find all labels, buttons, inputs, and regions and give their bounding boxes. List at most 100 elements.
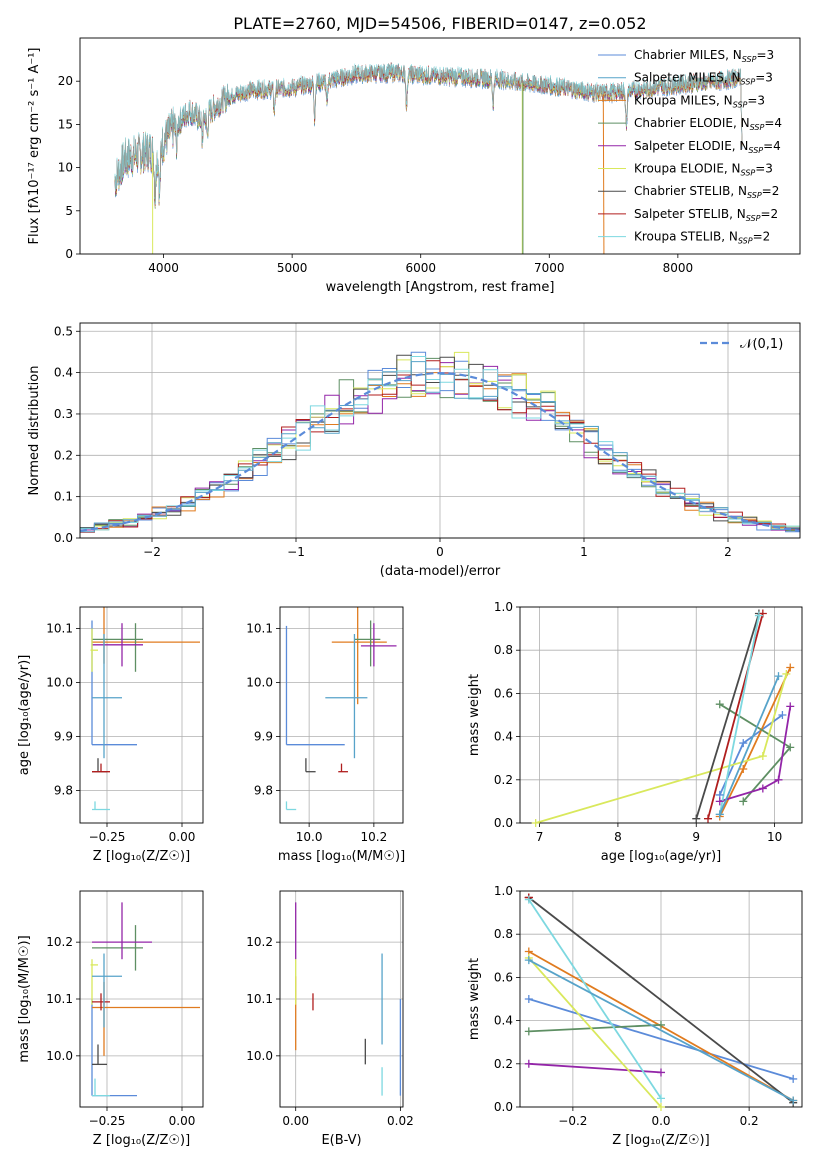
weights-series-chabrier-stelib — [528, 896, 794, 1104]
weights-z-xtick-label: −0.2 — [558, 1114, 587, 1128]
spectrum-plot-area — [114, 62, 743, 254]
legend-label-count: =3 — [747, 93, 765, 107]
legend-label: Kroupa MILES, NSSP=3 — [634, 93, 765, 109]
z-age-ytick-label: 10.1 — [46, 622, 73, 636]
ebv-mass-ytick-label: 10.2 — [246, 935, 273, 949]
mass-age-xtick-label: 10.2 — [361, 830, 388, 844]
weights-series-chabrier-elodie-marker — [715, 700, 724, 709]
weights-age-panel: 7 8 9 10 0.0 0.2 0.4 0.6 0.8 1.0 age [log₁₀(age/yr… — [467, 600, 803, 864]
weights-age-ylabel: mass weight — [467, 674, 482, 756]
legend-label-sub: SSP — [750, 123, 765, 132]
weights-age-plot-area — [535, 613, 792, 823]
weights-series-kroupa-stelib — [718, 615, 760, 815]
z-mass-xtick-label: −0.25 — [89, 1114, 126, 1128]
legend-label: Kroupa STELIB, NSSP=2 — [634, 230, 770, 246]
weights-series-salpeter-elodie-marker — [774, 775, 783, 784]
weights-series-salpeter-elodie-marker — [786, 702, 795, 711]
weights-series-kroupa-stelib-marker — [657, 1094, 665, 1103]
residual-hist-salpeter-miles — [80, 361, 800, 533]
residuals-panel: −2 −1 0 1 2 0.0 0.1 0.2 0.3 0.4 0.5 (data-model)/er… — [27, 322, 801, 579]
weights-age-ytick-label: 0.4 — [494, 730, 513, 744]
z-age-frame — [79, 606, 204, 824]
mass-age-ytick-label: 10.0 — [246, 676, 273, 690]
legend-label: Chabrier MILES, NSSP=3 — [634, 48, 774, 64]
weights-series-salpeter-elodie — [528, 1062, 662, 1074]
weights-age-xlabel: age [log₁₀(age/yr)] — [601, 849, 722, 864]
weights-age-ytick-label: 0.6 — [494, 686, 513, 700]
residuals-xtick-label: 0 — [436, 545, 444, 559]
spectrum-ytick-label: 10 — [58, 161, 73, 175]
residuals-xtick-label: −1 — [287, 545, 305, 559]
weights-z-ytick-label: 0.0 — [494, 1100, 513, 1114]
weights-series-chabrier-stelib-marker — [692, 814, 701, 823]
mass-age-ytick-label: 10.1 — [246, 622, 273, 636]
legend-label: 𝒩(0,1) — [740, 337, 783, 352]
ebv-mass-frame — [279, 890, 404, 1108]
weights-age-ytick-label: 0.8 — [494, 643, 513, 657]
normal-curve — [80, 371, 800, 532]
legend-label: Salpeter ELODIE, NSSP=4 — [634, 139, 781, 155]
weights-series-chabrier-miles — [528, 998, 794, 1080]
weights-series-salpeter-miles — [718, 675, 780, 815]
spectrum-xtick-label: 7000 — [534, 261, 565, 275]
legend-label-count: =3 — [755, 162, 773, 176]
legend-label-sub: SSP — [742, 55, 757, 64]
legend-label: Chabrier STELIB, NSSP=2 — [634, 184, 779, 200]
weights-series-salpeter-miles-marker — [715, 810, 724, 819]
legend-label-count: =4 — [763, 139, 781, 153]
legend-label-count: =2 — [753, 230, 771, 244]
spectrum-ylabel: Flux [fλ10⁻¹⁷ erg cm⁻² s⁻¹ A⁻¹] — [27, 48, 42, 245]
z-age-xlabel: Z [log₁₀(Z/Z☉)] — [93, 849, 190, 864]
weights-z-plot-area — [528, 896, 794, 1107]
z-age-xtick-label: 0.00 — [169, 830, 196, 844]
residuals-frame — [79, 322, 801, 539]
weights-series-kroupa-stelib-marker — [524, 895, 533, 904]
mass-age-ytick-label: 9.8 — [254, 784, 273, 798]
z-mass-xlabel: Z [log₁₀(Z/Z☉)] — [93, 1133, 190, 1148]
z-age-ytick-label: 10.0 — [46, 676, 73, 690]
weights-series-kroupa-elodie-marker — [531, 819, 540, 827]
weights-series-chabrier-elodie-marker — [786, 743, 795, 752]
spectrum-xtick-label: 6000 — [405, 261, 436, 275]
weights-age-xtick-label: 9 — [692, 830, 700, 844]
spectrum-legend: Chabrier MILES, NSSP=3 Salpeter MILES, NS… — [598, 48, 782, 246]
weights-series-kroupa-elodie — [528, 957, 662, 1107]
weights-age-xtick-label: 10 — [767, 830, 782, 844]
spectrum-xtick-label: 8000 — [663, 261, 694, 275]
z-age-ytick-label: 9.9 — [54, 730, 73, 744]
weights-series-kroupa-stelib-marker — [754, 611, 763, 620]
weights-z-xtick-label: 0.2 — [740, 1114, 759, 1128]
z-age-panel: −0.25 0.00 9.8 9.9 10.0 10.1 Z [log₁₀(Z/Z☉)] ag… — [17, 606, 204, 864]
residuals-ytick-label: 0.0 — [54, 531, 73, 545]
weights-series-kroupa-elodie-marker — [758, 752, 767, 761]
spectrum-panel: 4000 5000 6000 7000 8000 0 5 10 15 20 wavelength [… — [27, 37, 801, 295]
z-mass-plot-area — [90, 902, 200, 1097]
legend-label-sub: SSP — [733, 100, 748, 109]
spectrum-ytick-label: 15 — [58, 117, 73, 131]
weights-series-kroupa-miles-marker — [786, 663, 795, 672]
ebv-mass-panel: 0.00 0.02 10.0 10.1 10.2 E(B-V) — [246, 890, 414, 1148]
weights-z-ytick-label: 1.0 — [494, 884, 513, 898]
weights-age-ytick-label: 0.2 — [494, 773, 513, 787]
weights-series-chabrier-elodie — [528, 1024, 662, 1033]
weights-series-salpeter-stelib-marker — [704, 814, 712, 823]
weights-series-kroupa-miles-marker — [739, 765, 748, 773]
weights-series-chabrier-miles-marker — [789, 1074, 798, 1083]
weights-series-salpeter-miles-marker — [789, 1096, 798, 1105]
weights-z-panel: −0.2 0.0 0.2 0.0 0.2 0.4 0.6 0.8 1.0 Z [log₁₀(Z/Z… — [467, 884, 803, 1148]
z-age-ytick-label: 9.8 — [54, 784, 73, 798]
weights-series-salpeter-elodie — [719, 706, 792, 803]
weights-z-ylabel: mass weight — [467, 958, 482, 1040]
ebv-mass-xlabel: E(B-V) — [321, 1133, 361, 1148]
mass-age-xlabel: mass [log₁₀(M/M☉)] — [278, 849, 405, 864]
legend-label: Salpeter MILES, NSSP=3 — [634, 71, 773, 87]
z-mass-ylabel: mass [log₁₀(M/M☉)] — [17, 935, 32, 1062]
spectrum-ytick-label: 5 — [65, 204, 73, 218]
weights-z-ytick-label: 0.8 — [494, 927, 513, 941]
ebv-mass-xtick-label: 0.00 — [282, 1114, 309, 1128]
weights-series-salpeter-elodie-marker — [657, 1068, 665, 1077]
weights-series-chabrier-elodie — [719, 703, 792, 802]
weights-series-salpeter-stelib — [707, 613, 764, 819]
